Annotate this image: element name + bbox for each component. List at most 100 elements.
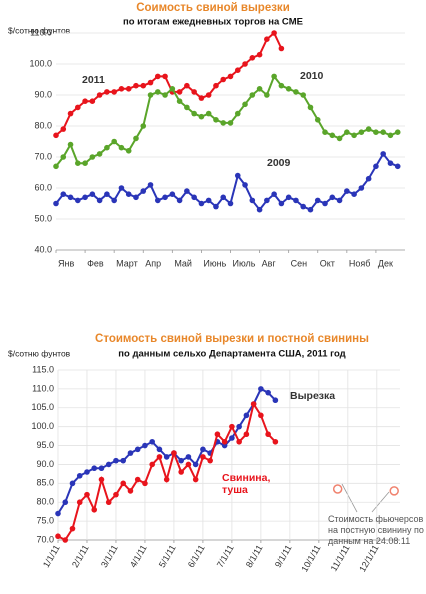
data-point — [104, 89, 110, 95]
data-point — [198, 113, 205, 120]
data-point — [220, 194, 227, 201]
y-tick-label: 100.0 — [29, 58, 52, 68]
data-point — [111, 138, 117, 145]
y-tick-label: 100.0 — [31, 421, 54, 431]
data-point — [55, 510, 61, 517]
data-point — [243, 412, 250, 419]
futures-point — [389, 486, 399, 496]
data-point — [82, 160, 88, 166]
data-point — [272, 438, 279, 445]
data-point — [91, 506, 98, 513]
data-point — [358, 185, 365, 191]
data-point — [192, 476, 199, 483]
y-tick-label: 95.0 — [36, 440, 54, 450]
data-point — [207, 457, 213, 464]
data-point — [314, 197, 321, 204]
y-tick-label: 85.0 — [36, 478, 54, 488]
data-point — [394, 129, 401, 135]
data-point — [147, 92, 154, 98]
x-tick-label: 1/1/11 — [41, 543, 62, 569]
chart-subtitle: по данным сельхо Департамента США, 2011 … — [118, 349, 345, 360]
data-point — [387, 160, 394, 166]
data-point — [373, 163, 379, 170]
data-point — [91, 465, 98, 472]
data-point — [344, 188, 350, 194]
data-point — [229, 423, 235, 430]
data-point — [140, 188, 147, 194]
y-tick-label: 80.0 — [36, 497, 54, 507]
data-point — [242, 182, 248, 188]
data-point — [75, 160, 81, 166]
data-point — [227, 73, 234, 80]
data-point — [154, 73, 161, 80]
data-point — [221, 438, 228, 445]
x-tick-label: 4/1/11 — [128, 543, 149, 569]
data-point — [278, 200, 285, 207]
chart-title: Стоимость свиной вырезки и постной свини… — [95, 333, 369, 345]
x-tick-label: 3/1/11 — [99, 543, 120, 569]
data-point — [271, 191, 277, 197]
data-point — [176, 89, 183, 95]
annotation-arrow — [341, 483, 358, 513]
y-axis-label: $/сотню фунтов — [8, 25, 71, 35]
data-point — [60, 191, 67, 197]
data-point — [373, 129, 379, 135]
annotation: Стоимость фьючерсов на постную свинину п… — [328, 514, 424, 546]
data-point — [171, 450, 177, 456]
data-point — [156, 454, 163, 460]
data-point — [162, 92, 168, 98]
data-point — [147, 79, 154, 86]
data-point — [154, 89, 161, 95]
x-tick-label: Март — [116, 258, 138, 268]
data-point — [258, 386, 264, 392]
data-point — [118, 185, 125, 191]
data-point — [178, 457, 184, 464]
data-point — [258, 412, 264, 419]
y-tick-label: 50.0 — [34, 213, 52, 223]
data-point — [125, 191, 132, 197]
data-point — [60, 126, 67, 132]
data-point — [133, 82, 139, 89]
data-point — [98, 476, 105, 483]
y-tick-label: 60.0 — [34, 182, 52, 192]
data-point — [98, 465, 105, 472]
data-point — [322, 129, 328, 135]
data-point — [264, 36, 270, 42]
y-tick-label: 115.0 — [32, 364, 54, 374]
data-point — [236, 423, 242, 430]
data-point — [184, 82, 190, 89]
data-point — [133, 194, 139, 201]
data-point — [178, 469, 184, 475]
data-point — [140, 123, 147, 129]
x-tick-label: 6/1/11 — [186, 543, 207, 569]
data-point — [264, 92, 270, 98]
data-point — [344, 129, 350, 135]
data-point — [214, 431, 221, 438]
data-point — [293, 197, 299, 204]
data-point — [380, 151, 386, 157]
x-tick-label: Янв — [58, 258, 74, 268]
x-tick-label: 12/1/11 — [357, 543, 380, 573]
data-point — [104, 144, 110, 151]
data-point — [53, 132, 59, 139]
data-point — [162, 194, 168, 201]
data-point — [105, 461, 112, 468]
x-tick-label: 5/1/11 — [157, 543, 178, 569]
data-point — [329, 194, 336, 201]
data-point — [307, 104, 314, 111]
data-point — [256, 51, 263, 58]
data-point — [82, 194, 88, 201]
data-point — [220, 76, 227, 83]
data-point — [55, 533, 61, 540]
data-point — [120, 457, 127, 464]
y-tick-label: 70.0 — [34, 151, 52, 161]
data-point — [67, 194, 74, 201]
data-point — [387, 132, 394, 139]
data-point — [249, 92, 256, 98]
data-point — [264, 197, 270, 204]
data-point — [307, 206, 314, 213]
x-tick-label: 2/1/11 — [70, 543, 91, 569]
data-point — [336, 135, 343, 142]
